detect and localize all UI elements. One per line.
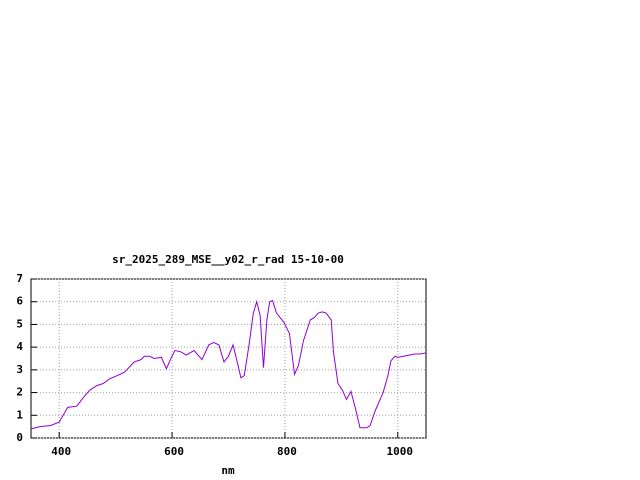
y-tick-label: 3 bbox=[16, 363, 23, 376]
y-tick-label: 4 bbox=[16, 340, 23, 353]
y-tick-label: 1 bbox=[16, 408, 23, 421]
chart-title: sr_2025_289_MSE__y02_r_rad 15-10-00 bbox=[112, 253, 344, 266]
y-tick-label: 0 bbox=[16, 431, 23, 444]
x-tick-label: 800 bbox=[277, 445, 297, 458]
x-axis-label: nm bbox=[221, 464, 235, 477]
y-tick-label: 2 bbox=[16, 386, 23, 399]
y-tick-label: 6 bbox=[16, 295, 23, 308]
y-tick-label: 7 bbox=[16, 272, 23, 285]
x-tick-label: 1000 bbox=[387, 445, 414, 458]
x-tick-label: 600 bbox=[164, 445, 184, 458]
plot-frame bbox=[30, 278, 427, 439]
data-line bbox=[30, 299, 427, 430]
y-tick-label: 5 bbox=[16, 317, 23, 330]
x-tick-label: 400 bbox=[51, 445, 71, 458]
